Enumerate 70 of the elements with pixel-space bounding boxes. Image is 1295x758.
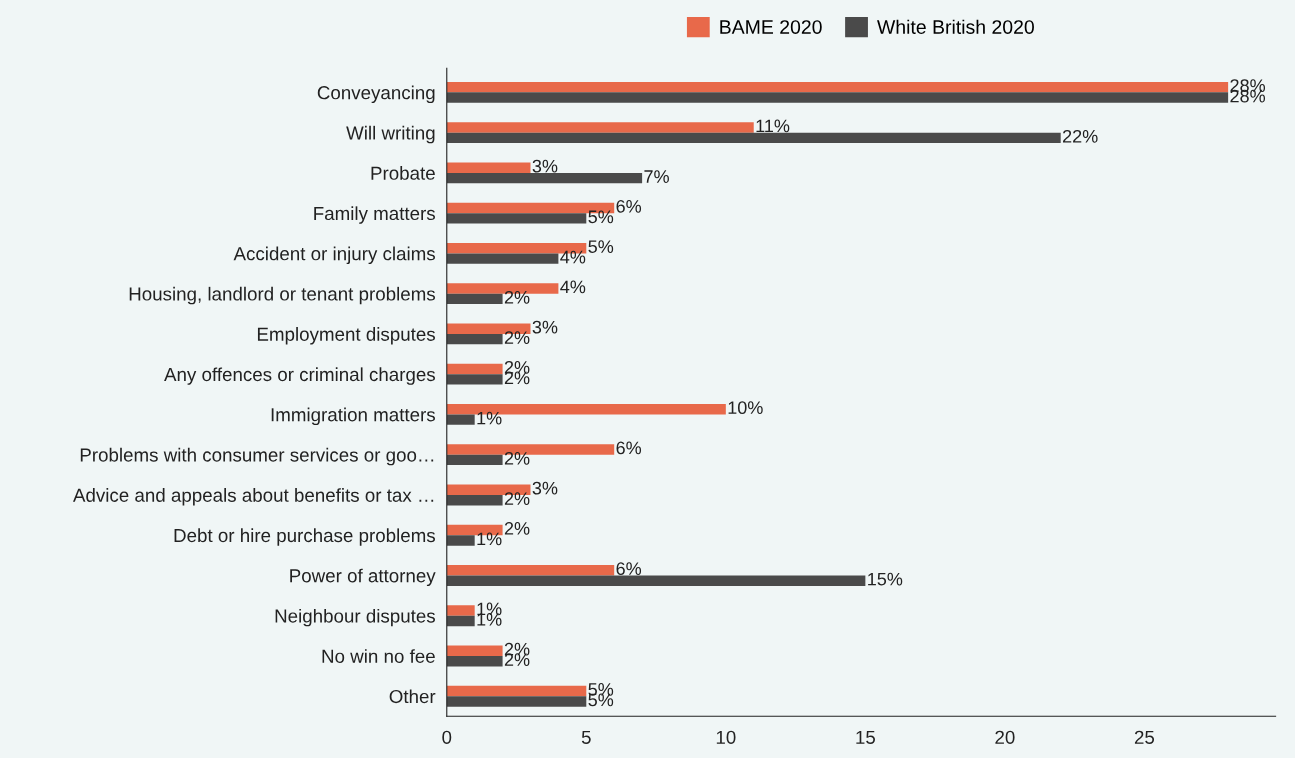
data-label: 3% (532, 320, 558, 334)
data-label: 4% (560, 280, 586, 294)
data-label: 11% (756, 119, 790, 133)
x-tick-label: 20 (995, 730, 1015, 744)
legend-label: White British 2020 (877, 19, 1034, 34)
x-tick-label: 0 (442, 730, 452, 744)
data-label: 6% (616, 441, 642, 455)
data-label: 4% (560, 250, 586, 264)
y-tick-label: Conveyancing (317, 85, 435, 104)
y-tick-label: No win no fee (322, 649, 435, 663)
x-tick-label: 15 (856, 730, 875, 744)
bar (446, 213, 587, 224)
data-label: 5% (588, 210, 614, 224)
x-tick-label: 10 (716, 730, 736, 744)
bar (446, 685, 587, 697)
bar (446, 535, 475, 546)
data-label: 15% (868, 572, 903, 586)
data-label: 1% (477, 411, 502, 425)
y-tick-label: Advice and appeals about benefits or tax … (72, 488, 434, 506)
y-tick-label: Accident or injury claims (233, 246, 435, 265)
y-tick-label: Family matters (314, 206, 435, 224)
y-tick-label: Probate (371, 166, 435, 180)
data-label: 6% (616, 562, 642, 576)
bar (446, 615, 475, 627)
data-label: 10% (728, 401, 763, 415)
data-label: 22% (1063, 129, 1098, 143)
bar (446, 253, 559, 264)
bar (446, 333, 503, 345)
bar (446, 172, 643, 184)
bar (446, 655, 503, 667)
bar (446, 122, 754, 133)
y-tick-label: Neighbour disputes (275, 608, 435, 627)
bar (446, 81, 1229, 93)
data-label: 1% (477, 532, 502, 546)
bar (446, 414, 475, 425)
bar (446, 494, 503, 506)
y-tick-label: Housing, landlord or tenant problems (129, 286, 436, 305)
data-label: 2% (504, 492, 530, 505)
x-tick-label: 25 (1134, 730, 1155, 744)
data-label: 5% (588, 240, 614, 253)
bar (446, 564, 615, 576)
bar (446, 696, 587, 707)
bar (446, 454, 503, 466)
data-label: 2% (504, 290, 530, 304)
y-tick-label: Debt or hire purchase problems (174, 528, 436, 546)
x-tick-label: 5 (581, 730, 591, 744)
bar (446, 645, 503, 656)
y-tick-label: Any offences or criminal charges (164, 367, 435, 385)
data-label: 3% (532, 159, 558, 173)
y-tick-label: Problems with consumer services or goo… (80, 447, 434, 466)
data-label: 3% (532, 481, 558, 495)
data-label: 7% (644, 170, 669, 183)
data-label: 2% (504, 451, 530, 465)
bar (446, 293, 503, 305)
y-tick-label: Will writing (346, 125, 435, 144)
data-label: 2% (504, 521, 530, 535)
bar (446, 132, 1061, 144)
data-label: 6% (616, 199, 642, 213)
bar (446, 575, 866, 586)
y-tick-label: Immigration matters (271, 407, 435, 426)
bar (446, 605, 475, 616)
bar (446, 162, 531, 173)
y-tick-label: Power of attorney (290, 568, 436, 587)
y-tick-label: Employment disputes (257, 327, 435, 345)
bar (446, 363, 503, 375)
y-tick-label: Other (389, 689, 436, 704)
data-label: 2% (504, 331, 530, 344)
bar (446, 374, 503, 385)
bar (446, 92, 1229, 103)
legend-label: BAME 2020 (720, 20, 822, 34)
